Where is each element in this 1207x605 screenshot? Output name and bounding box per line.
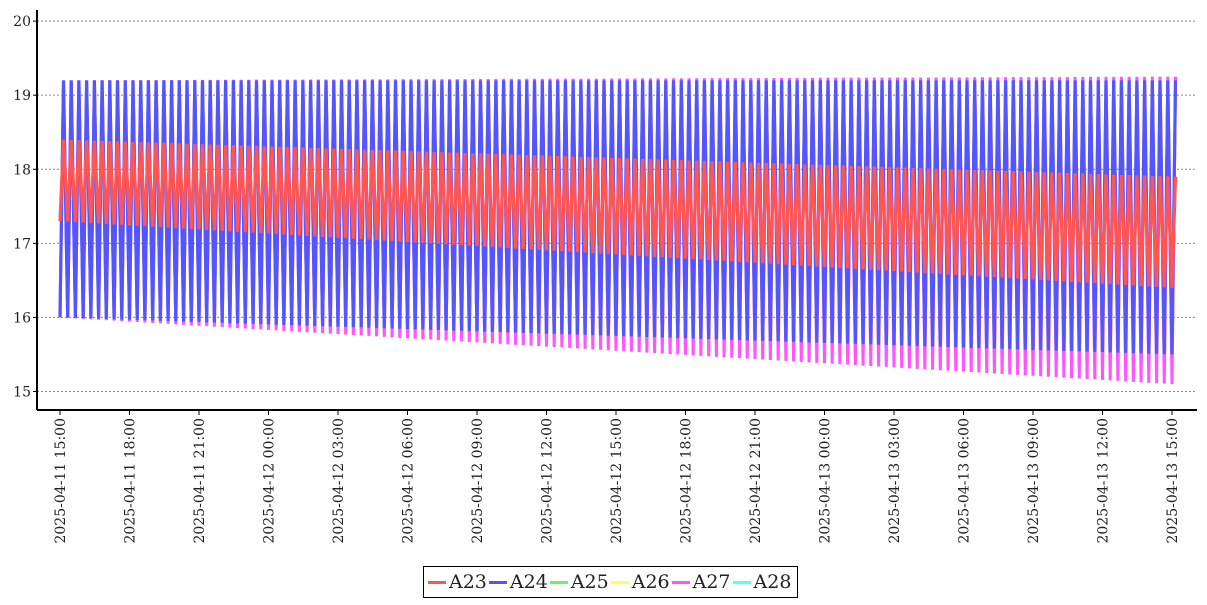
x-tick-label: 2025-04-13 00:00 <box>818 418 834 544</box>
series-layer <box>58 76 1178 385</box>
x-tick-label: 2025-04-11 21:00 <box>192 418 208 544</box>
legend-item-a26: A26 <box>610 571 670 593</box>
legend-label: A25 <box>570 571 609 593</box>
series-a23-line <box>58 139 1178 288</box>
x-tick-label: 2025-04-12 00:00 <box>262 418 278 544</box>
x-tick-label: 2025-04-13 15:00 <box>1165 418 1181 544</box>
x-tick-label: 2025-04-13 06:00 <box>957 418 973 544</box>
x-tick-label: 2025-04-12 18:00 <box>679 418 695 544</box>
legend-label: A24 <box>509 571 548 593</box>
y-tick-label: 15 <box>13 384 31 400</box>
legend-swatch <box>610 580 629 584</box>
x-tick-label: 2025-04-13 03:00 <box>887 418 903 544</box>
legend: A23 A24 A25 A26 A27 A28 <box>423 566 799 598</box>
legend-item-a25: A25 <box>549 571 609 593</box>
legend-item-a28: A28 <box>732 571 792 593</box>
legend-item-a27: A27 <box>671 571 731 593</box>
x-tick-label: 2025-04-12 06:00 <box>401 418 417 544</box>
legend-swatch <box>488 580 507 584</box>
legend-label: A23 <box>449 571 487 593</box>
x-tick-label: 2025-04-13 09:00 <box>1026 418 1042 544</box>
x-tick-label: 2025-04-12 21:00 <box>748 418 764 544</box>
legend-label: A28 <box>753 571 792 593</box>
y-tick-label: 18 <box>13 162 31 178</box>
x-tick-label: 2025-04-11 15:00 <box>53 418 69 544</box>
legend-swatch <box>671 580 690 584</box>
y-tick-label: 20 <box>13 14 31 30</box>
legend-label: A26 <box>631 571 670 593</box>
legend-swatch <box>732 580 751 584</box>
x-tick-label: 2025-04-13 12:00 <box>1096 418 1112 544</box>
x-tick-label: 2025-04-11 18:00 <box>123 418 139 544</box>
x-tick-label: 2025-04-12 15:00 <box>609 418 625 544</box>
axes-layer: 15 16 17 18 19 20 2025-04-11 15:00 2025-04-11 1… <box>13 10 1197 544</box>
legend-label: A27 <box>692 571 731 593</box>
y-tick-label: 19 <box>13 88 31 104</box>
legend-item-a23: A23 <box>428 571 487 593</box>
x-tick-label: 2025-04-12 12:00 <box>540 418 556 544</box>
legend-swatch <box>549 580 568 584</box>
x-tick-label: 2025-04-12 03:00 <box>331 418 347 544</box>
x-tick-label: 2025-04-12 09:00 <box>470 418 486 544</box>
legend-swatch <box>428 580 446 584</box>
y-tick-label: 16 <box>13 310 31 326</box>
y-tick-label: 17 <box>13 236 31 252</box>
legend-item-a24: A24 <box>488 571 548 593</box>
